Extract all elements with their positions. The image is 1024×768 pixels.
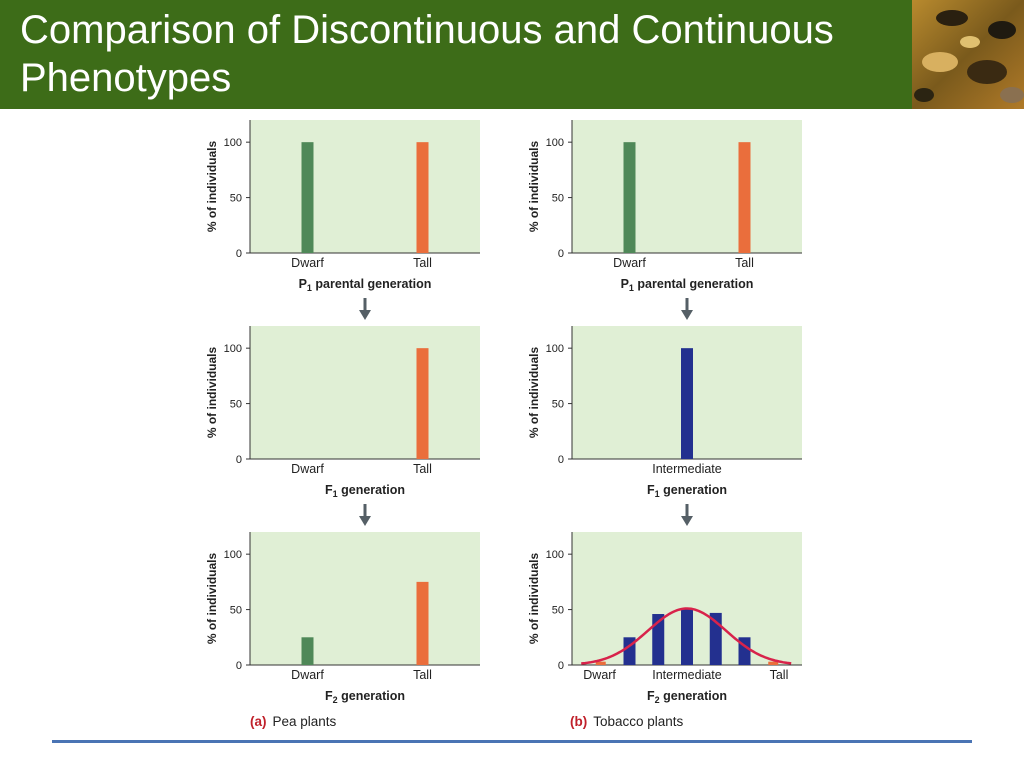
y-tick-label: 0 xyxy=(558,454,564,466)
plot-area xyxy=(250,120,480,253)
panel-caption-a: (a) Pea plants xyxy=(250,714,337,729)
bar-intermediate xyxy=(681,348,693,459)
x-tick-label: Tall xyxy=(770,668,789,682)
y-tick-label: 50 xyxy=(230,193,242,205)
plot-area xyxy=(250,326,480,459)
x-axis-label: P1 parental generation xyxy=(621,277,754,293)
bar-3 xyxy=(681,608,693,665)
x-tick-label: Dwarf xyxy=(291,462,324,476)
y-axis-label: % of individuals xyxy=(205,141,219,233)
header-photo xyxy=(912,0,1024,109)
y-tick-label: 0 xyxy=(236,248,242,260)
chart-tob-f2: 0 50 100 % of individuals Dwarf Intermediate T… xyxy=(527,532,802,705)
y-axis-label: % of individuals xyxy=(527,141,541,233)
y-tick-label: 0 xyxy=(236,660,242,672)
y-tick-label: 0 xyxy=(558,660,564,672)
bar-6 xyxy=(768,661,779,665)
x-tick-label: Intermediate xyxy=(652,462,722,476)
chart-tob-p1: 0 50 100 % of individuals Dwarf Tall P1 parent… xyxy=(527,120,802,293)
down-arrow-icon xyxy=(359,504,371,526)
plot-area xyxy=(250,532,480,665)
y-tick-label: 100 xyxy=(546,343,564,355)
y-tick-label: 100 xyxy=(224,137,242,149)
page-title: Comparison of Discontinuous and Continuo… xyxy=(20,8,834,100)
chart-pea-f1: 0 50 100 % of individuals Dwarf Tall F1 genera… xyxy=(205,326,480,499)
bar-dwarf xyxy=(301,142,314,253)
bar-tall xyxy=(416,348,429,459)
x-tick-label: Intermediate xyxy=(652,668,722,682)
y-tick-label: 0 xyxy=(558,248,564,260)
x-axis-label: P1 parental generation xyxy=(299,277,432,293)
bar-dwarf xyxy=(301,637,314,665)
bar-0 xyxy=(595,661,606,665)
bar-tall xyxy=(416,581,429,665)
y-tick-label: 100 xyxy=(224,343,242,355)
x-tick-label: Tall xyxy=(413,668,432,682)
y-tick-label: 50 xyxy=(552,193,564,205)
normal-curve xyxy=(581,607,792,665)
bar-2 xyxy=(652,614,665,665)
y-tick-label: 50 xyxy=(552,605,564,617)
down-arrow-icon xyxy=(681,504,693,526)
title-bar: Comparison of Discontinuous and Continuo… xyxy=(0,0,1024,109)
x-tick-label: Dwarf xyxy=(583,668,616,682)
y-tick-label: 50 xyxy=(230,605,242,617)
bottom-divider xyxy=(52,740,972,743)
y-axis-label: % of individuals xyxy=(527,347,541,439)
x-axis-label: F2 generation xyxy=(325,689,405,705)
y-tick-label: 0 xyxy=(236,454,242,466)
down-arrow-icon xyxy=(359,298,371,320)
plot-area xyxy=(572,120,802,253)
x-tick-label: Dwarf xyxy=(613,256,646,270)
bar-tall xyxy=(416,142,429,253)
y-tick-label: 100 xyxy=(224,549,242,561)
y-tick-label: 50 xyxy=(230,399,242,411)
y-tick-label: 50 xyxy=(552,399,564,411)
y-axis-label: % of individuals xyxy=(205,553,219,645)
x-axis-label: F2 generation xyxy=(647,689,727,705)
y-axis-label: % of individuals xyxy=(527,553,541,645)
x-tick-label: Tall xyxy=(413,256,432,270)
y-tick-label: 100 xyxy=(546,137,564,149)
y-tick-label: 100 xyxy=(546,549,564,561)
x-tick-label: Tall xyxy=(735,256,754,270)
bar-dwarf xyxy=(623,142,636,253)
x-tick-label: Dwarf xyxy=(291,256,324,270)
x-axis-label: F1 generation xyxy=(647,483,727,499)
bar-tall xyxy=(738,142,751,253)
x-axis-label: F1 generation xyxy=(325,483,405,499)
down-arrow-icon xyxy=(681,298,693,320)
panel-caption-b: (b) Tobacco plants xyxy=(570,714,684,729)
x-tick-label: Dwarf xyxy=(291,668,324,682)
chart-tob-f1: 0 50 100 % of individuals Intermediate F1 gen… xyxy=(527,326,802,499)
y-axis-label: % of individuals xyxy=(205,347,219,439)
chart-pea-p1: 0 50 100 % of individuals Dwarf Tall P1 parent… xyxy=(205,120,480,293)
chart-pea-f2: 0 50 100 % of individuals Dwarf Tall F2 genera… xyxy=(205,532,480,705)
x-tick-label: Tall xyxy=(413,462,432,476)
